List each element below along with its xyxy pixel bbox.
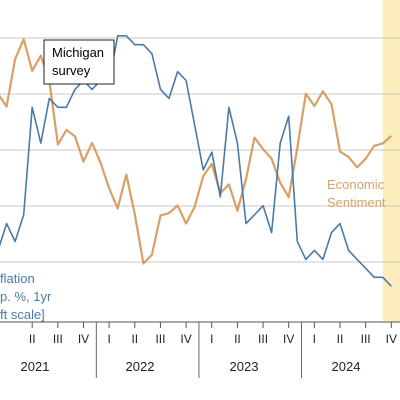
quarter-tick-label: I <box>210 332 213 346</box>
year-label: 2022 <box>126 359 155 374</box>
inflation-series-line <box>0 34 392 287</box>
quarter-tick-label: II <box>131 332 138 346</box>
sentiment-series-line <box>0 38 393 265</box>
quarter-tick-marks <box>31 322 392 328</box>
sentiment-label-line-1: Economic <box>327 177 385 192</box>
recession-shading <box>382 0 400 322</box>
inflation-label-line-1: flation <box>0 271 35 286</box>
year-label: 2024 <box>332 359 361 374</box>
inflation-label: flation p. %, 1yr ft scale] <box>0 271 52 322</box>
quarter-tick-label: II <box>234 332 241 346</box>
quarter-tick-label: II <box>29 332 36 346</box>
quarter-tick-label: III <box>53 332 63 346</box>
annotation-box-frame <box>43 39 115 85</box>
year-dividers <box>95 322 303 378</box>
quarter-tick-label: III <box>361 332 371 346</box>
quarter-tick-label: IV <box>78 332 89 346</box>
quarter-tick-label: I <box>313 332 316 346</box>
year-label: 2023 <box>230 359 259 374</box>
quarter-tick-label: IV <box>180 332 191 346</box>
quarter-tick-labels: IIIIIIVIIIIIIIVIIIIIIIVIIIIIIIVI <box>29 332 397 346</box>
inflation-label-line-2: p. %, 1yr <box>0 289 52 304</box>
year-labels: 2021 2022 2023 2024 <box>21 359 361 374</box>
year-label: 2021 <box>21 359 50 374</box>
annotation-line-2: survey <box>52 63 91 78</box>
quarter-tick-label: IV <box>283 332 294 346</box>
sentiment-label-line-2: Sentiment <box>327 195 386 210</box>
quarter-tick-label: IV <box>386 332 397 346</box>
sentiment-label: Economic Sentiment <box>327 177 386 210</box>
shaded-period <box>382 0 400 322</box>
quarter-tick-label: III <box>258 332 268 346</box>
quarter-tick-label: III <box>155 332 165 346</box>
quarter-tick-label: I <box>107 332 110 346</box>
inflation-label-line-3: ft scale] <box>0 307 45 322</box>
annotation-box: Michigan survey <box>43 39 115 85</box>
annotation-line-1: Michigan <box>52 45 104 60</box>
quarter-tick-label: II <box>337 332 344 346</box>
